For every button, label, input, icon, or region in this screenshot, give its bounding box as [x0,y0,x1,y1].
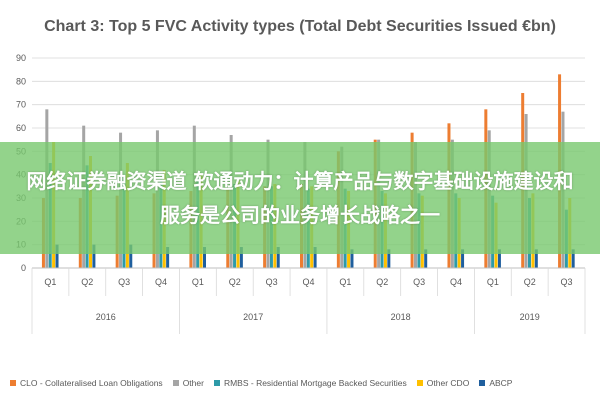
legend-swatch [479,380,486,386]
x-tick-label: Q1 [487,277,499,287]
overlay-banner: 网络证券融资渠道 软通动力：计算产品与数字基础设施建设和服务是公司的业务增长战略… [0,142,600,254]
y-tick-label: 70 [16,100,26,110]
bar [276,247,280,268]
x-group-label: 2016 [96,312,116,322]
legend-label: RMBS - Residential Mortgage Backed Secur… [223,378,407,388]
legend-item: CLO - Collateralised Loan Obligations [10,378,163,388]
x-tick-label: Q3 [561,277,573,287]
x-tick-label: Q1 [339,277,351,287]
legend-swatch [213,380,220,386]
x-tick-label: Q3 [118,277,130,287]
x-tick-label: Q1 [44,277,56,287]
y-tick-label: 60 [16,123,26,133]
y-tick-label: 90 [16,53,26,63]
x-tick-label: Q1 [192,277,204,287]
legend-swatch [416,380,423,386]
x-group-label: 2019 [520,312,540,322]
bar [571,249,575,268]
x-tick-label: Q2 [524,277,536,287]
x-tick-label: Q2 [229,277,241,287]
bar [313,247,317,268]
x-tick-label: Q3 [266,277,278,287]
y-tick-label: 0 [21,263,26,273]
legend-item: ABCP [479,378,512,388]
bar [92,244,96,268]
bar [497,249,501,268]
legend-item: Other CDO [416,378,470,388]
legend-label: Other [182,378,204,388]
x-tick-label: Q4 [302,277,314,287]
x-tick-label: Q2 [376,277,388,287]
legend-swatch [10,380,16,386]
x-axis-groups: 2016 2017 2018 2019 [31,296,586,334]
bar [166,247,170,268]
x-tick-label: Q4 [155,277,167,287]
bar [461,249,465,268]
x-axis-ticks: Q1 Q2 Q3 Q4 Q1 Q2 Q3 Q4 Q1 Q2 Q3 Q4 Q1 Q2 Q3 [31,267,586,296]
x-tick-label: Q2 [81,277,93,287]
banner-text: 网络证券融资渠道 软通动力：计算产品与数字基础设施建设和服务是公司的业务增长战略… [26,169,574,227]
legend-item: RMBS - Residential Mortgage Backed Secur… [213,378,407,388]
bar [387,249,391,268]
legend-label: CLO - Collateralised Loan Obligations [20,378,163,388]
legend-swatch [172,380,179,386]
x-group-label: 2018 [391,312,411,322]
legend-item: Other [172,378,204,388]
bar [350,249,354,268]
legend: CLO - Collateralised Loan Obligations Oth… [10,378,600,388]
x-group-label: 2017 [243,312,263,322]
bar [534,249,538,268]
chart-title: Chart 3: Top 5 FVC Activity types (Total… [44,18,556,35]
bar [424,249,428,268]
x-tick-label: Q3 [413,277,425,287]
legend-label: Other CDO [426,378,470,388]
legend-label: ABCP [489,378,513,388]
x-tick-label: Q4 [450,277,462,287]
bar [55,244,59,268]
bar [239,247,243,268]
bar [129,244,133,268]
y-tick-label: 80 [16,76,26,86]
bar [203,247,206,268]
